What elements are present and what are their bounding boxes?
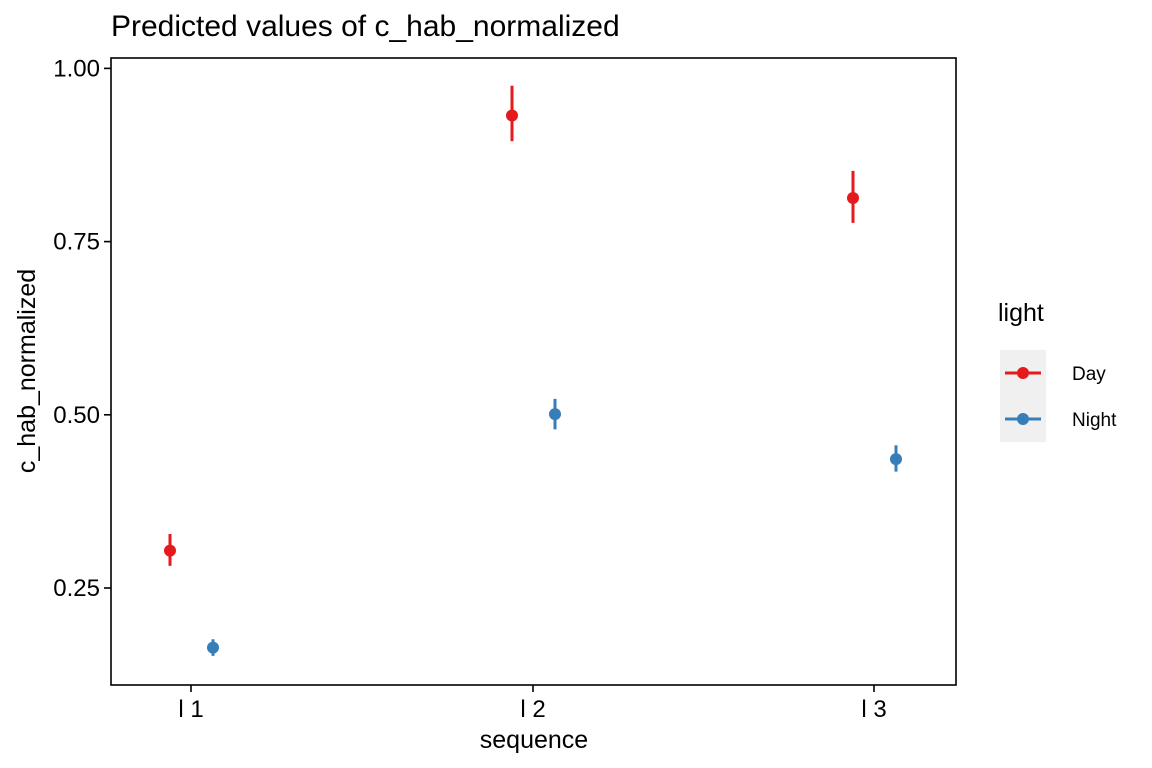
- point-day: [506, 109, 518, 122]
- point-night: [207, 641, 219, 654]
- y-tick-label: 1.00: [53, 55, 100, 82]
- point-day: [847, 191, 859, 204]
- y-axis-title: c_hab_normalized: [13, 269, 41, 473]
- legend-point-day: [1017, 367, 1029, 379]
- x-tick-label: l 3: [861, 696, 886, 723]
- y-axis: 0.25 0.50 0.75 1.00: [53, 55, 111, 602]
- plot-panel: [110, 57, 957, 686]
- legend-point-night: [1017, 413, 1029, 425]
- chart-title: Predicted values of c_hab_normalized: [111, 10, 620, 43]
- y-tick-label: 0.50: [53, 402, 100, 429]
- y-tick-label: 0.25: [53, 575, 100, 602]
- point-night: [890, 453, 902, 466]
- legend-label-day: Day: [1072, 364, 1106, 385]
- point-day: [164, 544, 176, 557]
- point-night: [549, 408, 561, 421]
- data-marks: [164, 85, 902, 656]
- legend-label-night: Night: [1072, 410, 1117, 431]
- x-tick-label: l 2: [520, 696, 545, 723]
- legend-title: light: [998, 299, 1044, 327]
- x-axis-title: sequence: [480, 726, 588, 754]
- x-tick-label: l 1: [178, 696, 203, 723]
- x-axis: l 1 l 2 l 3: [178, 685, 887, 723]
- y-tick-label: 0.75: [53, 229, 100, 256]
- legend: light Day Night: [998, 299, 1117, 442]
